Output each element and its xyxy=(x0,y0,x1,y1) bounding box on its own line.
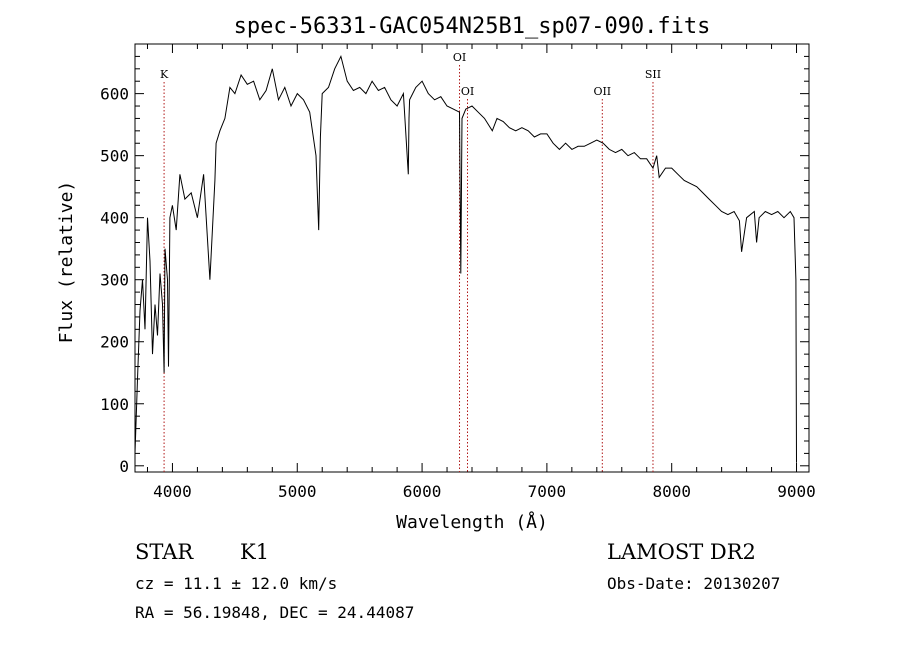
y-tick-label: 500 xyxy=(100,147,129,166)
y-axis-label: Flux (relative) xyxy=(56,181,77,344)
obs-date: Obs-Date: 20130207 xyxy=(607,574,780,593)
y-tick-label: 400 xyxy=(100,209,129,228)
spectrum-line xyxy=(135,54,797,463)
line-marker-label: K xyxy=(160,68,169,81)
line-marker-label: OI xyxy=(453,51,466,64)
line-marker-label: SII xyxy=(645,68,661,81)
y-tick-label: 600 xyxy=(100,85,129,104)
x-tick-label: 6000 xyxy=(403,482,442,501)
x-tick-label: 4000 xyxy=(153,482,192,501)
x-tick-label: 5000 xyxy=(278,482,317,501)
line-marker-label: OII xyxy=(593,85,611,98)
y-axis-ticks: 0 100 200 300 400 500 600 xyxy=(100,43,809,476)
spectrum-series xyxy=(135,54,797,463)
y-tick-label: 200 xyxy=(100,333,129,352)
line-markers: K OI OI OII SII xyxy=(160,51,661,472)
coordinates-text: RA = 56.19848, DEC = 24.44087 xyxy=(135,603,414,622)
object-class: STAR xyxy=(135,540,194,564)
survey-name: LAMOST DR2 xyxy=(607,540,756,564)
y-tick-label: 100 xyxy=(100,395,129,414)
x-tick-label: 8000 xyxy=(652,482,691,501)
x-axis-label: Wavelength (Å) xyxy=(396,511,548,533)
chart-title: spec-56331-GAC054N25B1_sp07-090.fits xyxy=(234,14,711,39)
y-tick-label: 0 xyxy=(119,457,129,476)
object-subclass: K1 xyxy=(240,540,269,564)
line-marker-label: OI xyxy=(461,85,474,98)
x-axis-ticks: 4000 5000 6000 7000 8000 9000 xyxy=(146,44,816,501)
y-tick-label: 300 xyxy=(100,271,129,290)
plot-frame xyxy=(134,43,810,473)
x-tick-label: 7000 xyxy=(528,482,567,501)
x-tick-label: 9000 xyxy=(777,482,816,501)
redshift-text: cz = 11.1 ± 12.0 km/s xyxy=(135,574,337,593)
